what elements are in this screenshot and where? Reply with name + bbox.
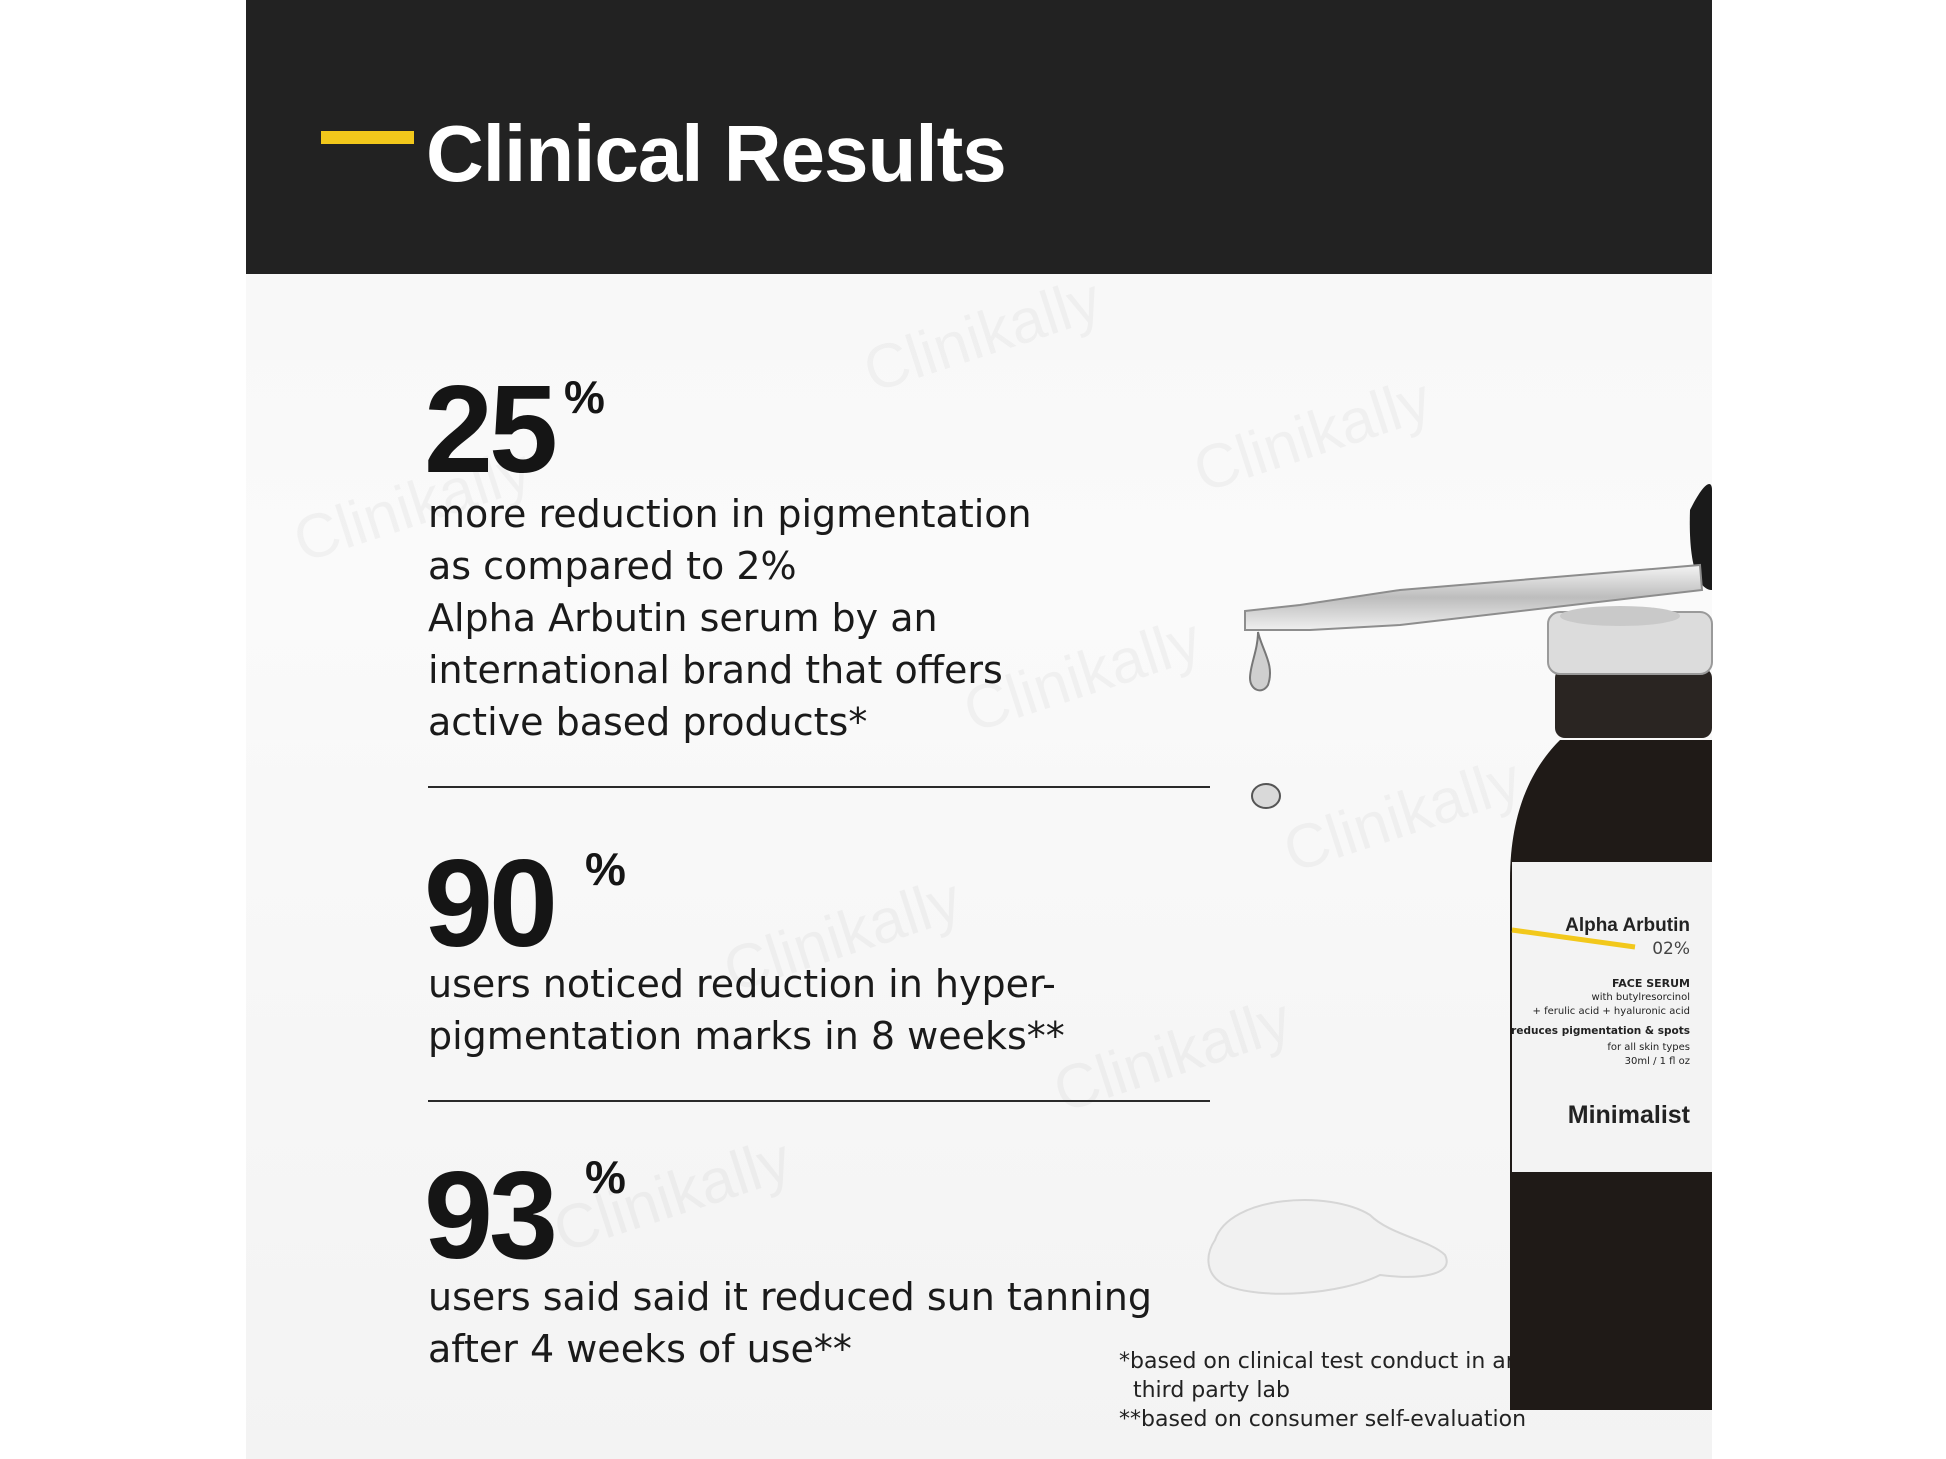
divider (428, 786, 1210, 788)
divider (428, 1100, 1210, 1102)
accent-bar (321, 131, 414, 144)
serum-puddle (1207, 1199, 1448, 1295)
label-skin-type: for all skin types (1607, 1042, 1690, 1053)
stat-value: 25 (424, 361, 558, 499)
stat-unit: % (585, 843, 626, 895)
bottle-neck (1555, 668, 1712, 738)
product-label: Alpha Arbutin 02% FACE SERUM with butylr… (1511, 865, 1712, 1170)
label-ingredient-2: + ferulic acid + hyaluronic acid (1532, 1006, 1690, 1017)
label-product-name: Alpha Arbutin (1565, 915, 1690, 936)
stat-description: users noticed reduction in hyper- pigmen… (428, 962, 1065, 1058)
page-title: Clinical Results (426, 109, 1007, 198)
falling-drop (1251, 783, 1281, 809)
drop (1248, 631, 1271, 692)
stat-unit: % (564, 371, 605, 423)
footnote-consumer: **based on consumer self-evaluation (1119, 1407, 1527, 1432)
label-claim: reduces pigmentation & spots (1511, 1025, 1690, 1037)
bottle-label (1512, 862, 1712, 1172)
dropper-bulb (1689, 484, 1712, 590)
stat-description: more reduction in pigmentation as compar… (428, 492, 1032, 744)
label-ingredient-1: with butylresorcinol (1591, 992, 1690, 1003)
stat-unit: % (585, 1151, 626, 1203)
stat-value: 90 (424, 835, 558, 973)
header-banner (246, 0, 1712, 274)
stat-value: 93 (424, 1147, 558, 1285)
pipette (1244, 563, 1704, 631)
label-strength: 02% (1652, 939, 1690, 959)
stat-description: users said said it reduced sun tanning a… (428, 1275, 1152, 1371)
brand-logo: Minimalist (1567, 1101, 1690, 1129)
label-size: 30ml / 1 fl oz (1624, 1056, 1690, 1067)
label-type: FACE SERUM (1612, 977, 1690, 990)
